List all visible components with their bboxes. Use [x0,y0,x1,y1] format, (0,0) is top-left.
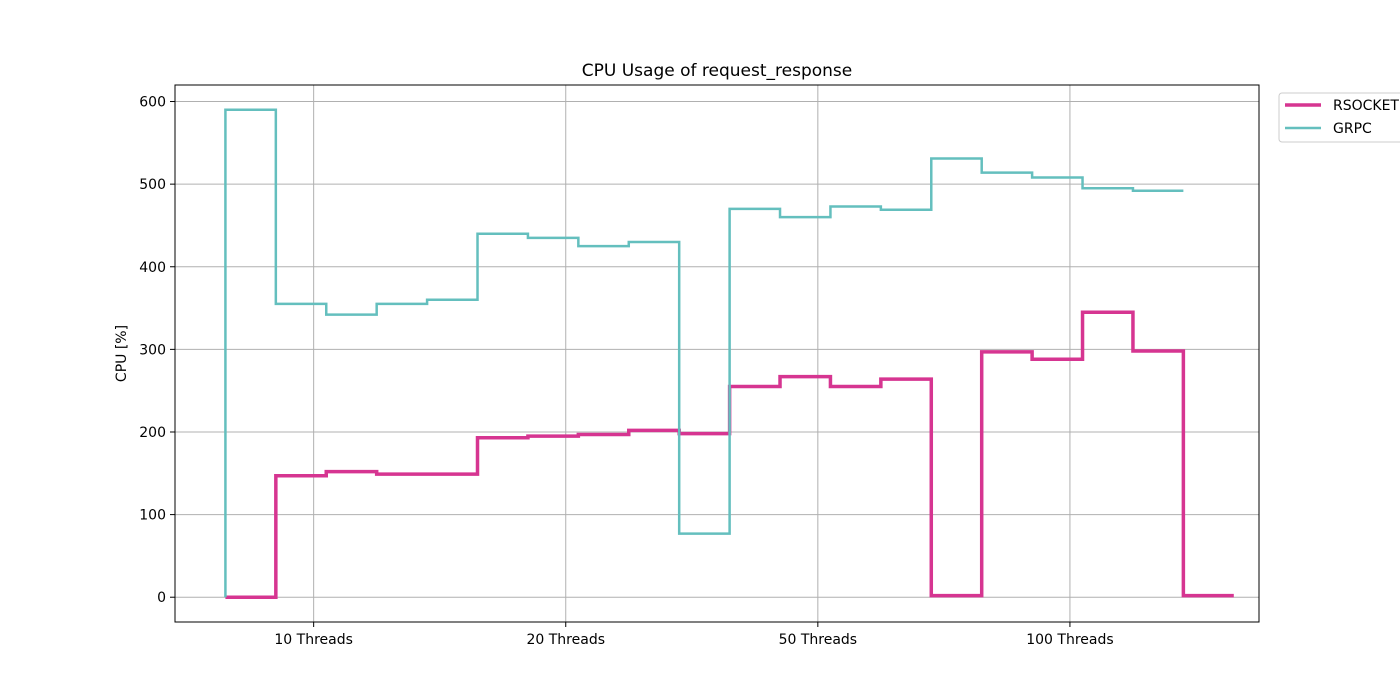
x-tick-label: 50 Threads [779,632,858,648]
y-tick-label: 0 [157,590,166,606]
y-tick-label: 200 [139,425,166,441]
series-layer [224,108,1234,599]
x-tick-label: 10 Threads [274,632,353,648]
legend-label-grpc: GRPC [1333,121,1372,137]
y-tick-label: 500 [139,177,166,193]
chart-title: CPU Usage of request_response [582,61,852,81]
x-axis: 10 Threads 20 Threads 50 Threads 100 Thread… [274,622,1114,648]
y-tick-label: 100 [139,508,166,524]
x-tick-label: 20 Threads [526,632,605,648]
y-tick-label: 400 [139,260,166,276]
plot-frame [174,84,1260,623]
y-tick-label: 300 [139,342,166,358]
y-axis-label: CPU [%] [114,325,130,382]
legend-label-rsocket: RSOCKET [1333,98,1399,114]
x-tick-label: 100 Threads [1026,632,1113,648]
series-line-grpc [224,108,1184,598]
y-axis: 0 100 200 300 400 500 600 [139,95,175,606]
y-tick-label: 600 [139,95,166,111]
legend: RSOCKET GRPC [1278,92,1400,143]
